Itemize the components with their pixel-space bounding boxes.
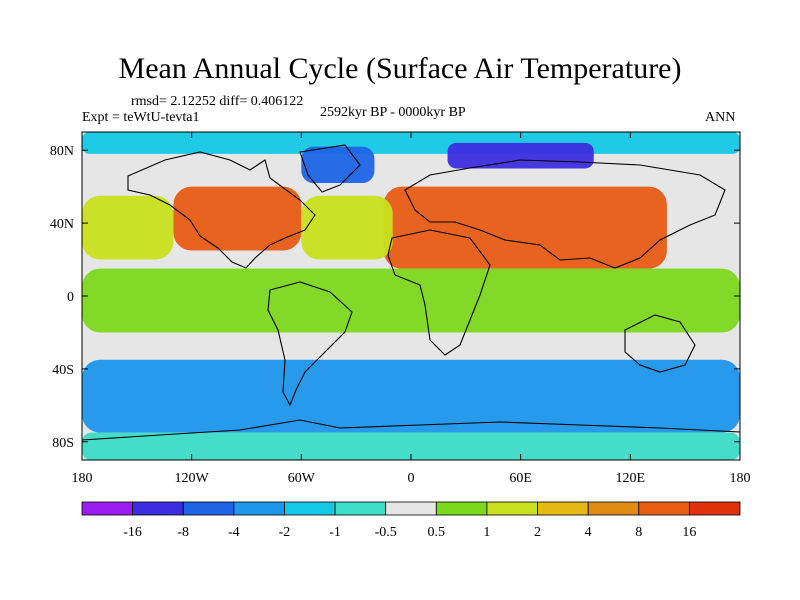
colorbar-label: -4 <box>228 525 240 540</box>
region-north-atlantic <box>301 195 393 260</box>
y-tick-label: 40N <box>50 217 74 232</box>
x-tick-label: 0 <box>408 471 415 486</box>
coastline-greenland <box>299 144 361 193</box>
colorbar-label: 16 <box>682 525 696 540</box>
y-tick-label: 80S <box>52 436 74 451</box>
coastline-australia <box>624 314 696 373</box>
region-barents-kara-cooling <box>447 142 594 169</box>
y-tick-label: 80N <box>50 144 74 159</box>
region-north-pacific <box>82 195 174 260</box>
experiment-label: Expt = teWtU-tevta1 <box>82 110 200 125</box>
colorbar-swatch <box>435 501 488 516</box>
colorbar-swatch <box>486 501 538 516</box>
x-tick-label: 60E <box>509 471 532 486</box>
coastline-europe-asia <box>404 159 726 269</box>
coastline-north-america <box>127 151 316 269</box>
colorbar-label: -2 <box>279 525 291 540</box>
season-label: ANN <box>705 110 736 125</box>
colorbar-swatch <box>284 501 336 516</box>
colorbar-swatch <box>638 501 690 516</box>
colorbar-label: -0.5 <box>375 525 397 540</box>
coastlines <box>82 144 740 441</box>
colorbar-label: 8 <box>635 525 642 540</box>
chart-title: Mean Annual Cycle (Surface Air Temperatu… <box>118 52 682 85</box>
colorbar-swatch <box>182 501 235 516</box>
colorbar-swatch <box>334 501 387 516</box>
region-greenland-cooling <box>301 146 375 184</box>
coastline-south-america <box>267 281 353 407</box>
x-tick-label: 180 <box>730 471 751 486</box>
plot-area <box>82 132 740 460</box>
region-eurasia-africa-warming <box>383 186 667 269</box>
coastline-antarctica <box>82 419 740 441</box>
colorbar-label: -1 <box>329 525 341 540</box>
colorbar-swatch <box>537 501 589 516</box>
colorbar-swatch <box>132 501 184 516</box>
colorbar-swatch <box>233 501 285 516</box>
stats-text: rmsd= 2.12252 diff= 0.406122 <box>131 94 304 109</box>
colorbar-label: 0.5 <box>428 525 446 540</box>
region-tropical-belt <box>82 268 740 333</box>
coastline-africa <box>387 229 491 356</box>
region-southern-ocean <box>82 359 740 433</box>
x-tick-label: 60W <box>288 471 316 486</box>
region-north-america-warming <box>173 186 302 251</box>
colorbar-swatch <box>688 501 741 516</box>
colorbar-swatch <box>385 501 437 516</box>
y-tick-label: 40S <box>52 363 74 378</box>
colorbar-label: -16 <box>123 525 142 540</box>
colorbar-label: 4 <box>585 525 592 540</box>
y-tick-label: 0 <box>67 290 74 305</box>
x-tick-label: 180 <box>72 471 93 486</box>
colorbar-label: 2 <box>534 525 541 540</box>
colorbar-swatch <box>81 501 134 516</box>
colorbar-swatch <box>587 501 640 516</box>
x-tick-label: 120E <box>616 471 646 486</box>
colorbar-label: 1 <box>483 525 490 540</box>
period-label: 2592kyr BP - 0000kyr BP <box>320 105 466 120</box>
region-antarctica <box>82 432 740 460</box>
x-tick-label: 120W <box>175 471 210 486</box>
colorbar-label: -8 <box>177 525 189 540</box>
